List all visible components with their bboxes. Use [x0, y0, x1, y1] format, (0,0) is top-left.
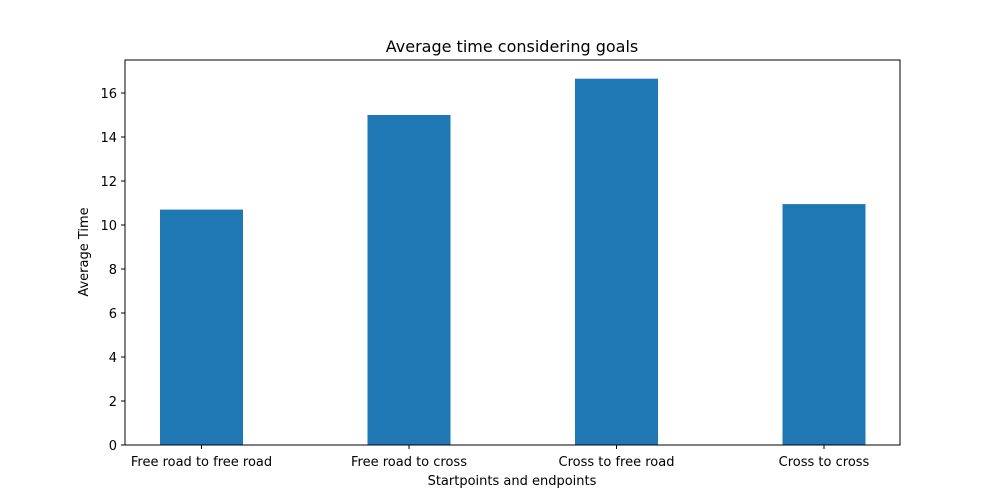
x-tick-label-1: Free road to free road	[131, 455, 272, 470]
y-axis-label: Average Time	[77, 207, 92, 296]
bar-1	[160, 209, 243, 445]
x-tick-label-2: Free road to cross	[351, 455, 467, 470]
y-tick-label-16: 16	[100, 87, 117, 102]
x-tick-label-4: Cross to cross	[779, 455, 870, 470]
bar-4	[782, 204, 866, 445]
y-tick-label-10: 10	[100, 219, 117, 234]
y-tick-label-8: 8	[109, 263, 117, 278]
y-tick-label-6: 6	[109, 307, 117, 322]
y-tick-label-14: 14	[100, 131, 117, 146]
x-axis: Free road to free road Free road to cross…	[131, 445, 870, 470]
chart-title: Average time considering goals	[386, 37, 638, 56]
y-tick-label-4: 4	[109, 351, 117, 366]
y-tick-label-12: 12	[100, 175, 117, 190]
y-axis: 0 2 4 6 8 10 12 14 16	[100, 87, 125, 454]
x-tick-label-3: Cross to free road	[559, 455, 675, 470]
bars-group	[160, 78, 866, 445]
y-tick-label-2: 2	[109, 395, 117, 410]
bar-2	[367, 115, 451, 445]
plot-frame	[124, 59, 901, 446]
y-tick-label-0: 0	[109, 439, 117, 454]
x-axis-label: Startpoints and endpoints	[428, 474, 597, 489]
bar-3	[575, 78, 658, 445]
